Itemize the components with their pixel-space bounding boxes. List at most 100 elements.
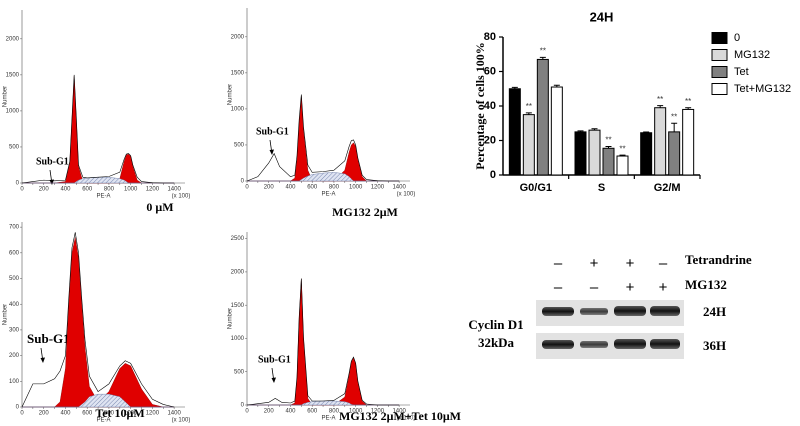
x-axis-label: PE-A (96, 418, 110, 424)
x-tick-label: 1400 (167, 411, 181, 417)
legend-label: Tet+MG132 (734, 83, 791, 95)
chart-title: 24H (590, 9, 614, 24)
y-axis-label: Number (228, 84, 234, 105)
x-tick-label: 800 (329, 409, 340, 415)
y-tick-label: 0 (490, 169, 496, 181)
treatment-label: MG132 (685, 277, 727, 292)
y-tick-label: 100 (9, 379, 20, 385)
y-tick-label: 1500 (6, 72, 20, 78)
x-tick-label: 600 (82, 187, 93, 193)
series-area (22, 237, 175, 408)
x-tick-label: 1200 (146, 187, 160, 193)
significance: ** (685, 97, 691, 106)
x-tick-label: 200 (264, 409, 275, 415)
y-axis-label: Number (228, 308, 234, 329)
annotation-arrowhead (269, 149, 274, 155)
bar (654, 107, 667, 176)
error-bar (643, 131, 650, 133)
significance: ** (657, 95, 663, 104)
panel-title: 0 μM (146, 200, 173, 214)
y-tick-label: 200 (9, 353, 20, 359)
legend-swatch (711, 83, 728, 95)
x-unit: (x 100) (397, 192, 416, 198)
bar (668, 131, 681, 176)
bar (682, 108, 695, 176)
y-axis-label: Number (3, 304, 9, 325)
x-tick-label: 400 (60, 411, 71, 417)
annotation: Sub-G1 (36, 156, 69, 167)
panel-title: MG132 2μM+Tet 10μM (339, 409, 461, 423)
y-tick-label: 700 (9, 225, 20, 231)
x-axis-label: PE-A (96, 194, 110, 200)
series-hatch (22, 177, 175, 184)
error-bar (525, 112, 532, 115)
significance: ** (526, 102, 532, 111)
y-tick-label: 1000 (231, 336, 245, 342)
bar (550, 86, 563, 176)
x-tick-label: 800 (104, 411, 115, 417)
y-tick-label: 2500 (231, 236, 245, 242)
legend-label: MG132 (734, 49, 770, 61)
bar (616, 155, 629, 176)
x-tick-label: 200 (39, 187, 50, 193)
y-tick-label: 2000 (231, 34, 245, 40)
series-area (247, 278, 400, 406)
y-tick-label: 0 (16, 405, 20, 411)
band (580, 308, 608, 315)
protein-label: Cyclin D1 (468, 317, 523, 332)
band (650, 339, 680, 349)
x-tick-label: 600 (307, 409, 318, 415)
y-tick-label: 2000 (231, 270, 245, 276)
y-tick-label: 400 (9, 302, 20, 308)
y-tick-label: 500 (234, 143, 245, 149)
x-tick-label: 600 (307, 185, 318, 191)
x-unit: (x 100) (172, 194, 191, 200)
x-tick-label: 1000 (124, 411, 138, 417)
lane-label: 24H (703, 304, 726, 319)
legend-label: 0 (734, 32, 740, 44)
y-tick-label: 1500 (231, 70, 245, 76)
sign: + (626, 279, 635, 296)
annotation-arrowhead (271, 377, 276, 383)
series-line (21, 232, 175, 408)
x-tick-label: G2/M (654, 182, 681, 194)
x-tick-label: 0 (245, 409, 249, 415)
series-hatch (247, 172, 400, 182)
y-tick-label: 2000 (6, 36, 20, 42)
x-tick-label: 1200 (371, 409, 385, 415)
sign: – (590, 279, 599, 296)
x-tick-label: 200 (39, 411, 50, 417)
series-line (21, 74, 175, 184)
x-tick-label: 400 (60, 187, 71, 193)
panel-title: Tet 10μM (95, 406, 144, 420)
legend-swatch (711, 32, 728, 44)
band (580, 341, 608, 348)
sign: + (626, 255, 635, 272)
x-tick-label: G0/G1 (520, 182, 552, 194)
x-tick-label: 600 (82, 411, 93, 417)
x-tick-label: 1000 (349, 409, 363, 415)
sign: – (554, 279, 563, 296)
size-label: 32kDa (478, 335, 515, 350)
error-bar (539, 56, 546, 60)
y-tick-label: 20 (484, 134, 496, 146)
x-tick-label: 1400 (392, 185, 406, 191)
x-tick-label: 0 (20, 187, 24, 193)
y-axis-label: Number (3, 86, 9, 107)
error-bar (671, 122, 678, 132)
error-bar (605, 146, 612, 149)
y-tick-label: 500 (9, 145, 20, 151)
lane-label: 36H (703, 338, 726, 353)
band (614, 306, 646, 316)
bar (640, 132, 653, 176)
x-tick-label: 1400 (167, 187, 181, 193)
series-line (246, 94, 400, 182)
y-tick-label: 600 (9, 250, 20, 256)
significance: ** (671, 112, 677, 121)
x-tick-label: 400 (285, 185, 296, 191)
band (614, 339, 646, 349)
y-tick-label: 40 (484, 100, 496, 112)
significance: ** (619, 144, 625, 153)
x-tick-label: 1000 (124, 187, 138, 193)
significance: ** (540, 46, 546, 55)
